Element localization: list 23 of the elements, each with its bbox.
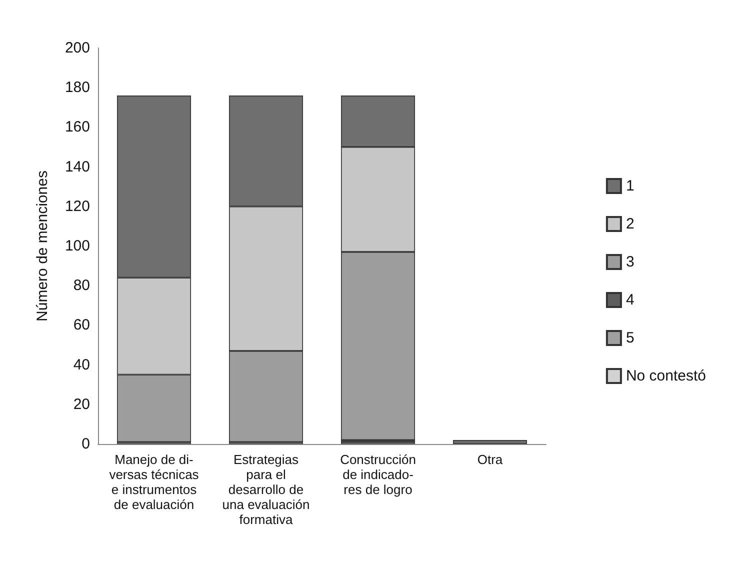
y-axis-title: Número de menciones <box>34 170 51 322</box>
y-tick-label: 20 <box>73 396 90 413</box>
y-tick-label: 180 <box>64 79 90 96</box>
legend-label: No contestó <box>626 368 706 384</box>
y-tick-label: 140 <box>64 158 90 176</box>
y-tick-label: 60 <box>73 316 90 334</box>
bar <box>453 440 527 444</box>
x-tick-label: Otra <box>477 452 504 467</box>
legend-label: 3 <box>626 254 634 270</box>
y-tick-label: 120 <box>64 198 90 215</box>
y-tick-label: 40 <box>73 356 90 374</box>
legend-label: 5 <box>626 330 634 346</box>
y-tick-label: 80 <box>73 277 90 294</box>
y-tick-label: 160 <box>64 118 90 136</box>
x-tick-label: Construcción de indicado- res de logro <box>340 452 416 497</box>
y-tick-label: 100 <box>64 238 90 254</box>
x-tick-label: Estrategias para el desarrollo de una evaluación formativa <box>222 452 310 527</box>
y-tick-label: 0 <box>82 436 90 452</box>
legend-label: 2 <box>626 216 634 232</box>
y-tick-label: 200 <box>64 40 90 56</box>
legend-label: 4 <box>626 292 634 308</box>
x-tick-label: Manejo de di- versas técnicas e instrumentos de evaluación <box>109 452 200 512</box>
legend-label: 1 <box>626 178 634 194</box>
